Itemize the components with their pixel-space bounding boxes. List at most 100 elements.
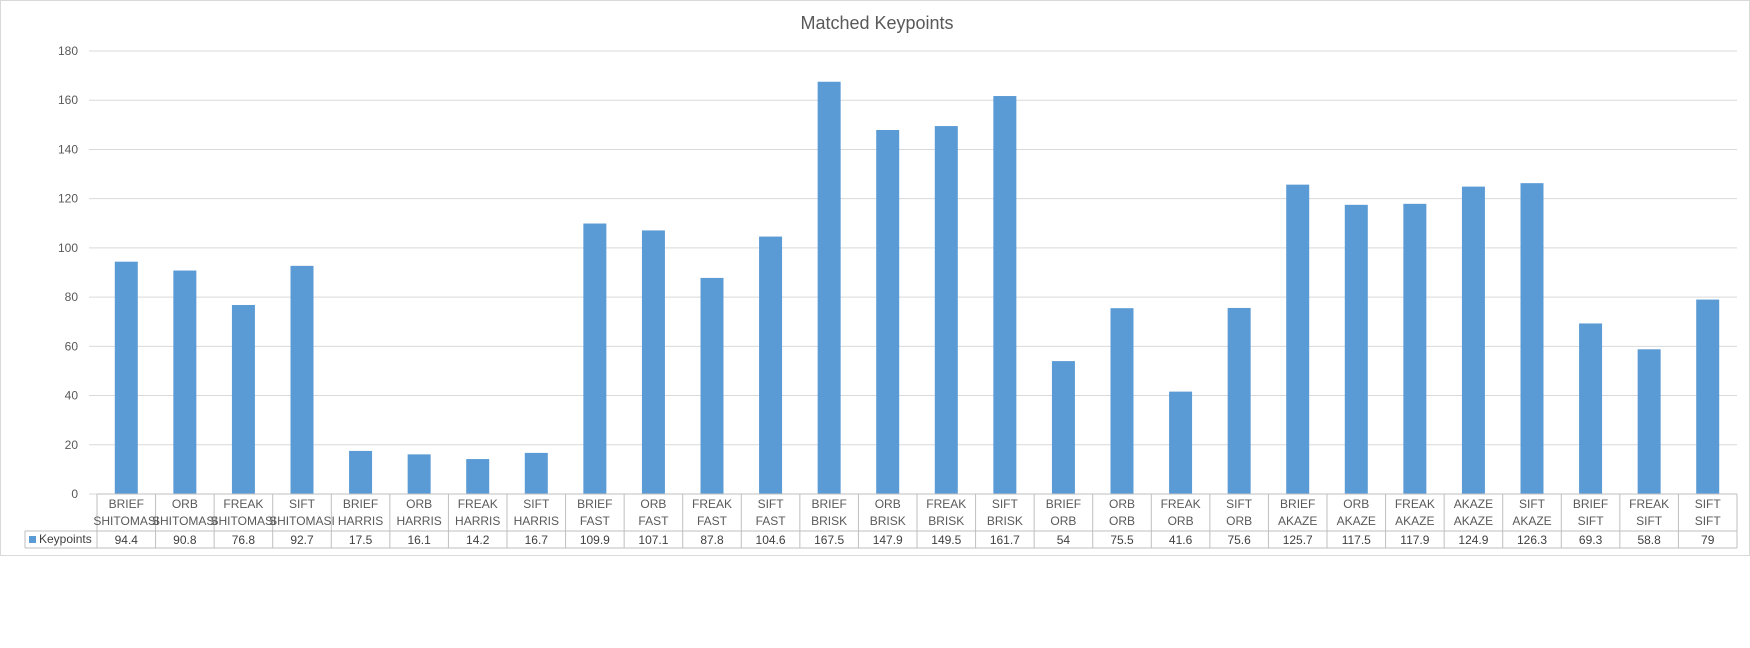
y-tick-label: 180 bbox=[58, 44, 78, 58]
data-label: 41.6 bbox=[1169, 533, 1193, 547]
data-label: 90.8 bbox=[173, 533, 197, 547]
y-tick-label: 140 bbox=[58, 142, 78, 156]
x-tick-label: BRISK bbox=[987, 514, 1023, 528]
bar bbox=[759, 236, 783, 494]
x-tick-label: SHITOMASI bbox=[93, 514, 159, 528]
x-tick-label: BRIEF bbox=[109, 497, 144, 511]
x-tick-label: ORB bbox=[1109, 497, 1135, 511]
bar bbox=[876, 130, 900, 495]
x-tick-label: FREAK bbox=[926, 497, 966, 511]
x-tick-label: FAST bbox=[580, 514, 611, 528]
x-tick-label: ORB bbox=[1343, 497, 1369, 511]
bar bbox=[1227, 307, 1251, 494]
data-table: BRIEF SHITOMASI 94.4 ORB SHITOMASI 90.8 FREAK S… bbox=[24, 493, 1738, 549]
data-label: 16.7 bbox=[525, 533, 549, 547]
y-axis-ticks: 0 20 40 60 80 100 120 140 160 180 bbox=[58, 44, 78, 501]
x-tick-label: SIFT bbox=[523, 497, 550, 511]
data-label: 75.5 bbox=[1110, 533, 1134, 547]
data-label: 107.1 bbox=[638, 533, 668, 547]
x-tick-label: SIFT bbox=[1636, 514, 1663, 528]
chart-frame: Matched Keypoints 0 20 40 60 80 100 120 140 160 1… bbox=[0, 0, 1750, 556]
x-tick-label: SIFT bbox=[289, 497, 316, 511]
bar bbox=[231, 304, 255, 494]
x-tick-label: ORB bbox=[875, 497, 901, 511]
data-label: 76.8 bbox=[232, 533, 256, 547]
chart-title: Matched Keypoints bbox=[800, 13, 953, 33]
x-tick-label: BRISK bbox=[811, 514, 847, 528]
bar bbox=[583, 223, 607, 494]
x-tick-label: BRISK bbox=[928, 514, 964, 528]
data-label: 149.5 bbox=[931, 533, 961, 547]
y-tick-label: 0 bbox=[71, 487, 78, 501]
bar bbox=[1051, 361, 1075, 494]
bar bbox=[349, 450, 373, 494]
x-tick-label: AKAZE bbox=[1454, 514, 1493, 528]
y-tick-label: 100 bbox=[58, 241, 78, 255]
data-label: 79 bbox=[1701, 533, 1715, 547]
y-tick-label: 40 bbox=[65, 389, 79, 403]
x-tick-label: BRISK bbox=[870, 514, 906, 528]
x-tick-label: FAST bbox=[697, 514, 728, 528]
x-tick-label: AKAZE bbox=[1278, 514, 1317, 528]
bar bbox=[290, 265, 314, 494]
bar bbox=[173, 270, 197, 494]
x-tick-label: ORB bbox=[1109, 514, 1135, 528]
x-tick-label: SIFT bbox=[1519, 497, 1546, 511]
x-tick-label: SIFT bbox=[1226, 497, 1253, 511]
x-tick-label: ORB bbox=[1050, 514, 1076, 528]
x-tick-label: SHITOMASI bbox=[211, 514, 277, 528]
bar bbox=[1637, 349, 1661, 494]
data-label: 14.2 bbox=[466, 533, 490, 547]
bar bbox=[934, 126, 958, 494]
x-tick-label: SIFT bbox=[758, 497, 785, 511]
data-label: 147.9 bbox=[873, 533, 903, 547]
x-tick-label: FAST bbox=[756, 514, 787, 528]
bar bbox=[524, 452, 548, 494]
bar bbox=[407, 454, 431, 494]
x-tick-label: AKAZE bbox=[1337, 514, 1376, 528]
data-label: 109.9 bbox=[580, 533, 610, 547]
bar bbox=[114, 261, 138, 494]
x-tick-label: AKAZE bbox=[1454, 497, 1493, 511]
x-tick-label: FREAK bbox=[1161, 497, 1201, 511]
x-tick-label: HARRIS bbox=[338, 514, 383, 528]
bar bbox=[1403, 203, 1427, 494]
data-label: 126.3 bbox=[1517, 533, 1547, 547]
x-tick-label: BRIEF bbox=[1573, 497, 1608, 511]
bar bbox=[1579, 323, 1603, 494]
x-tick-label: SIFT bbox=[1578, 514, 1605, 528]
x-tick-label: SIFT bbox=[1695, 497, 1722, 511]
data-label: 117.5 bbox=[1342, 533, 1371, 547]
x-tick-label: SHITOMASI bbox=[269, 514, 335, 528]
x-tick-label: HARRIS bbox=[514, 514, 559, 528]
bars bbox=[114, 81, 1720, 495]
gridlines bbox=[89, 50, 1737, 495]
x-tick-label: ORB bbox=[1168, 514, 1194, 528]
x-tick-label: BRIEF bbox=[343, 497, 378, 511]
bar bbox=[1696, 299, 1720, 494]
x-tick-label: ORB bbox=[1226, 514, 1252, 528]
data-label: 92.7 bbox=[290, 533, 314, 547]
bar bbox=[993, 96, 1017, 494]
data-label: 87.8 bbox=[700, 533, 724, 547]
data-label: 16.1 bbox=[407, 533, 431, 547]
bar bbox=[1110, 308, 1134, 494]
x-tick-label: FREAK bbox=[223, 497, 263, 511]
bar bbox=[1520, 183, 1544, 494]
bar bbox=[1344, 204, 1368, 494]
x-tick-label: HARRIS bbox=[396, 514, 441, 528]
x-tick-label: SHITOMASI bbox=[152, 514, 218, 528]
x-tick-label: AKAZE bbox=[1395, 514, 1434, 528]
x-tick-label: BRIEF bbox=[577, 497, 612, 511]
x-tick-label: SIFT bbox=[992, 497, 1019, 511]
data-label: 58.8 bbox=[1637, 533, 1661, 547]
data-label: 125.7 bbox=[1283, 533, 1313, 547]
x-tick-label: FREAK bbox=[1395, 497, 1435, 511]
bar bbox=[1169, 391, 1193, 494]
legend-swatch bbox=[29, 536, 36, 543]
x-tick-label: FREAK bbox=[692, 497, 732, 511]
x-tick-label: FREAK bbox=[458, 497, 498, 511]
x-tick-label: ORB bbox=[172, 497, 198, 511]
bar bbox=[1461, 186, 1485, 494]
x-tick-label: BRIEF bbox=[1046, 497, 1081, 511]
